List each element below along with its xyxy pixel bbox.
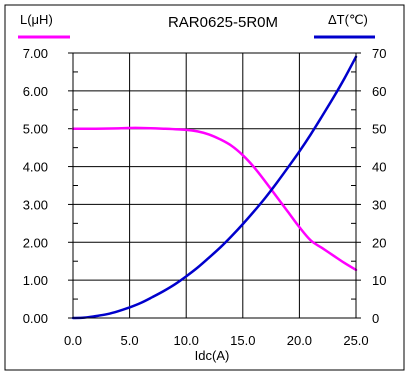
plot-area-border: [72, 52, 357, 319]
y-left-tick-label: 0.00: [23, 311, 48, 326]
y-right-tick-label: 60: [372, 84, 386, 99]
y-right-tick-label: 50: [372, 122, 386, 137]
series-line-temperature: [71, 55, 358, 320]
y-left-tick-label: 1.00: [23, 273, 48, 288]
y-left-tick-label: 5.00: [23, 122, 48, 137]
y-right-axis-label: ΔT(℃): [328, 12, 368, 27]
y-right-tick-label: 30: [372, 197, 386, 212]
x-tick-label: 0.0: [64, 333, 82, 348]
tick-labels: 0.0 5.0 10.0 15.0 20.0 25.0 0.00 1.00 2.00 3.00 4.…: [23, 46, 387, 348]
y-left-tick-label: 7.00: [23, 46, 48, 61]
x-axis-label: Idc(A): [195, 348, 230, 363]
y-right-tick-label: 40: [372, 160, 386, 175]
y-left-tick-label: 3.00: [23, 197, 48, 212]
y-right-tick-label: 70: [372, 46, 386, 61]
chart-frame: [4, 4, 405, 371]
grid: [68, 52, 361, 319]
y-right-tick-label: 20: [372, 235, 386, 250]
x-tick-label: 25.0: [343, 333, 368, 348]
x-tick-label: 5.0: [121, 333, 139, 348]
series-layer: [71, 55, 358, 320]
x-tick-label: 20.0: [287, 333, 312, 348]
y-left-tick-label: 6.00: [23, 84, 48, 99]
x-tick-label: 15.0: [230, 333, 255, 348]
y-left-tick-label: 2.00: [23, 235, 48, 250]
series-line-inductance: [71, 126, 358, 272]
y-left-tick-label: 4.00: [23, 160, 48, 175]
y-right-tick-label: 10: [372, 273, 386, 288]
y-right-tick-label: 0: [372, 311, 379, 326]
x-tick-label: 10.0: [174, 333, 199, 348]
chart-title: RAR0625-5R0M: [168, 14, 278, 31]
y-left-axis-label: L(μH): [20, 12, 53, 27]
